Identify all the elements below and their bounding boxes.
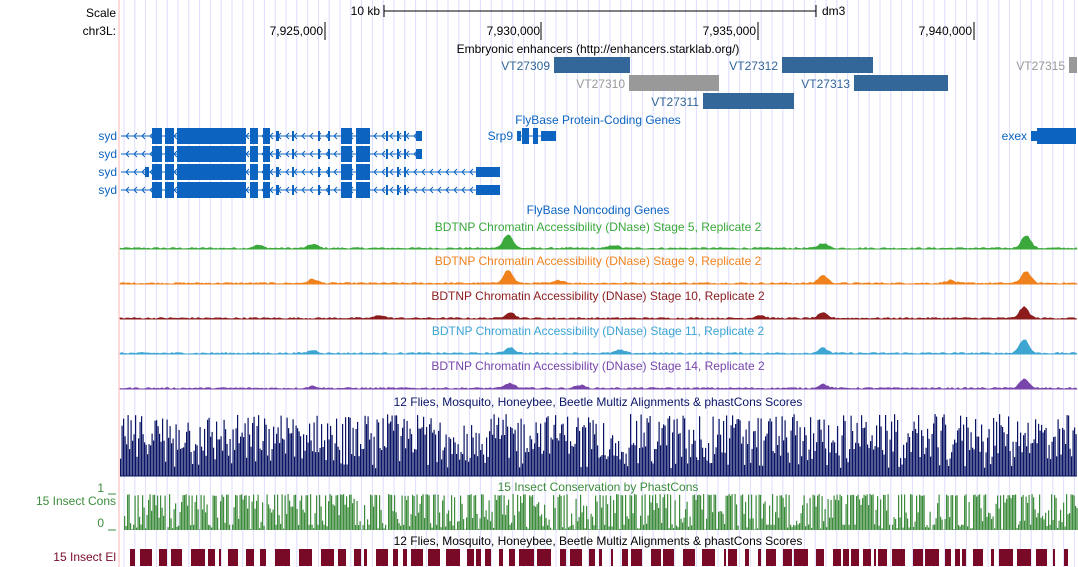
flybase-coding-track-title: FlyBase Protein-Coding Genes: [515, 113, 680, 127]
scale-label: Scale: [86, 6, 116, 20]
insect-cons-track[interactable]: 15 Insect Conservation by PhastCons 15 I…: [36, 480, 1078, 531]
enhancer-block-vt27311[interactable]: [703, 93, 794, 109]
gene-label-syd-3[interactable]: syd: [98, 165, 117, 179]
dnase-stage11-title: BDTNP Chromatin Accessibility (DNase) St…: [432, 324, 765, 338]
syd-transcript[interactable]: [121, 146, 422, 162]
dnase-tracks[interactable]: BDTNP Chromatin Accessibility (DNase) St…: [119, 220, 1078, 390]
insect-cons-side-label[interactable]: 15 Insect Cons: [36, 494, 116, 508]
enhancer-items[interactable]: VT27309 VT27310 VT27311 VT27312 VT27313 …: [501, 57, 1077, 109]
syd-transcript[interactable]: [121, 182, 500, 198]
multiz-track[interactable]: 12 Flies, Mosquito, Honeybee, Beetle Mul…: [120, 395, 1077, 477]
srp9-gene-model[interactable]: [517, 128, 556, 144]
gene-label-srp9[interactable]: Srp9: [488, 129, 514, 143]
dnase-stage5-title: BDTNP Chromatin Accessibility (DNase) St…: [435, 220, 762, 234]
enhancer-block-vt27310[interactable]: [629, 75, 719, 91]
enhancer-label-vt27310[interactable]: VT27310: [576, 77, 625, 91]
insect-el-blocks[interactable]: [130, 549, 1068, 566]
flybase-coding-track[interactable]: FlyBase Protein-Coding Genes syd syd syd…: [98, 113, 1076, 198]
insect-el-track[interactable]: 12 Flies, Mosquito, Honeybee, Beetle Mul…: [53, 534, 1068, 566]
enhancer-label-vt27315[interactable]: VT27315: [1016, 59, 1065, 73]
multiz-track-title: 12 Flies, Mosquito, Honeybee, Beetle Mul…: [394, 395, 803, 409]
gene-label-syd-4[interactable]: syd: [98, 183, 117, 197]
dnase-signal[interactable]: [119, 378, 1078, 390]
dnase-stage14-title: BDTNP Chromatin Accessibility (DNase) St…: [431, 359, 765, 373]
enhancers-track[interactable]: Embryonic enhancers (http://enhancers.st…: [457, 42, 1077, 109]
gene-label-syd-2[interactable]: syd: [98, 147, 117, 161]
enhancer-label-vt27313[interactable]: VT27313: [801, 77, 850, 91]
enhancer-block-vt27312[interactable]: [782, 57, 873, 73]
syd-transcript[interactable]: [121, 128, 422, 144]
ruler-tick-label: 7,935,000: [703, 24, 757, 38]
assembly-label: dm3: [822, 4, 846, 18]
exex-gene-model[interactable]: [1031, 128, 1076, 144]
insect-cons-ymax: 1: [97, 481, 104, 495]
scale-bar-label: 10 kb: [351, 4, 381, 18]
chrom-label: chr3L:: [83, 24, 116, 38]
dnase-signal[interactable]: [119, 234, 1078, 250]
dnase-signal[interactable]: [119, 305, 1078, 320]
enhancers-track-title: Embryonic enhancers (http://enhancers.st…: [457, 42, 740, 56]
base-position-ruler[interactable]: Scale chr3L: 10 kb dm3 7,925,000 7,930,0…: [83, 4, 975, 40]
insect-el-side-label[interactable]: 15 Insect El: [53, 550, 116, 564]
ruler-ticks: [324, 22, 975, 40]
multiz-conservation-bars[interactable]: [120, 414, 1077, 477]
syd-transcript[interactable]: [121, 164, 500, 180]
ruler-tick-label: 7,925,000: [270, 24, 324, 38]
gene-label-syd-1[interactable]: syd: [98, 129, 117, 143]
dnase-stage10-title: BDTNP Chromatin Accessibility (DNase) St…: [431, 289, 765, 303]
insect-cons-bars[interactable]: [124, 494, 1078, 530]
enhancer-label-vt27311[interactable]: VT27311: [651, 95, 699, 109]
ruler-tick-labels: 7,925,000 7,930,000 7,935,000 7,940,000: [270, 24, 973, 38]
dnase-signal-plots[interactable]: [119, 234, 1078, 390]
dnase-stage9-title: BDTNP Chromatin Accessibility (DNase) St…: [435, 254, 762, 268]
dnase-signal[interactable]: [119, 270, 1078, 285]
enhancer-label-vt27312[interactable]: VT27312: [729, 59, 778, 73]
dnase-signal[interactable]: [119, 339, 1078, 355]
insect-el-track-title: 12 Flies, Mosquito, Honeybee, Beetle Mul…: [394, 534, 803, 548]
enhancer-label-vt27309[interactable]: VT27309: [501, 59, 550, 73]
insect-cons-track-title: 15 Insect Conservation by PhastCons: [498, 480, 699, 494]
ruler-tick-label: 7,930,000: [487, 24, 541, 38]
flybase-noncoding-track-title: FlyBase Noncoding Genes: [527, 203, 670, 217]
gene-label-exex[interactable]: exex: [1002, 129, 1027, 143]
ruler-tick-label: 7,940,000: [919, 24, 973, 38]
insect-cons-ymin: 0: [97, 516, 104, 530]
enhancer-block-vt27313[interactable]: [854, 75, 948, 91]
enhancer-block-vt27309[interactable]: [554, 57, 630, 73]
syd-gene-models[interactable]: [121, 128, 500, 198]
enhancer-block-vt27315[interactable]: [1069, 57, 1077, 73]
